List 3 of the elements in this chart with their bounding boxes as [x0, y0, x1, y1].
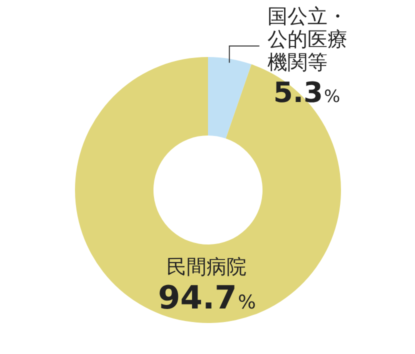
- slice-label: 国公立・公的医療機関等: [267, 4, 348, 74]
- data-label: 94.7%: [158, 278, 256, 316]
- slice-label: 民間病院: [166, 254, 246, 279]
